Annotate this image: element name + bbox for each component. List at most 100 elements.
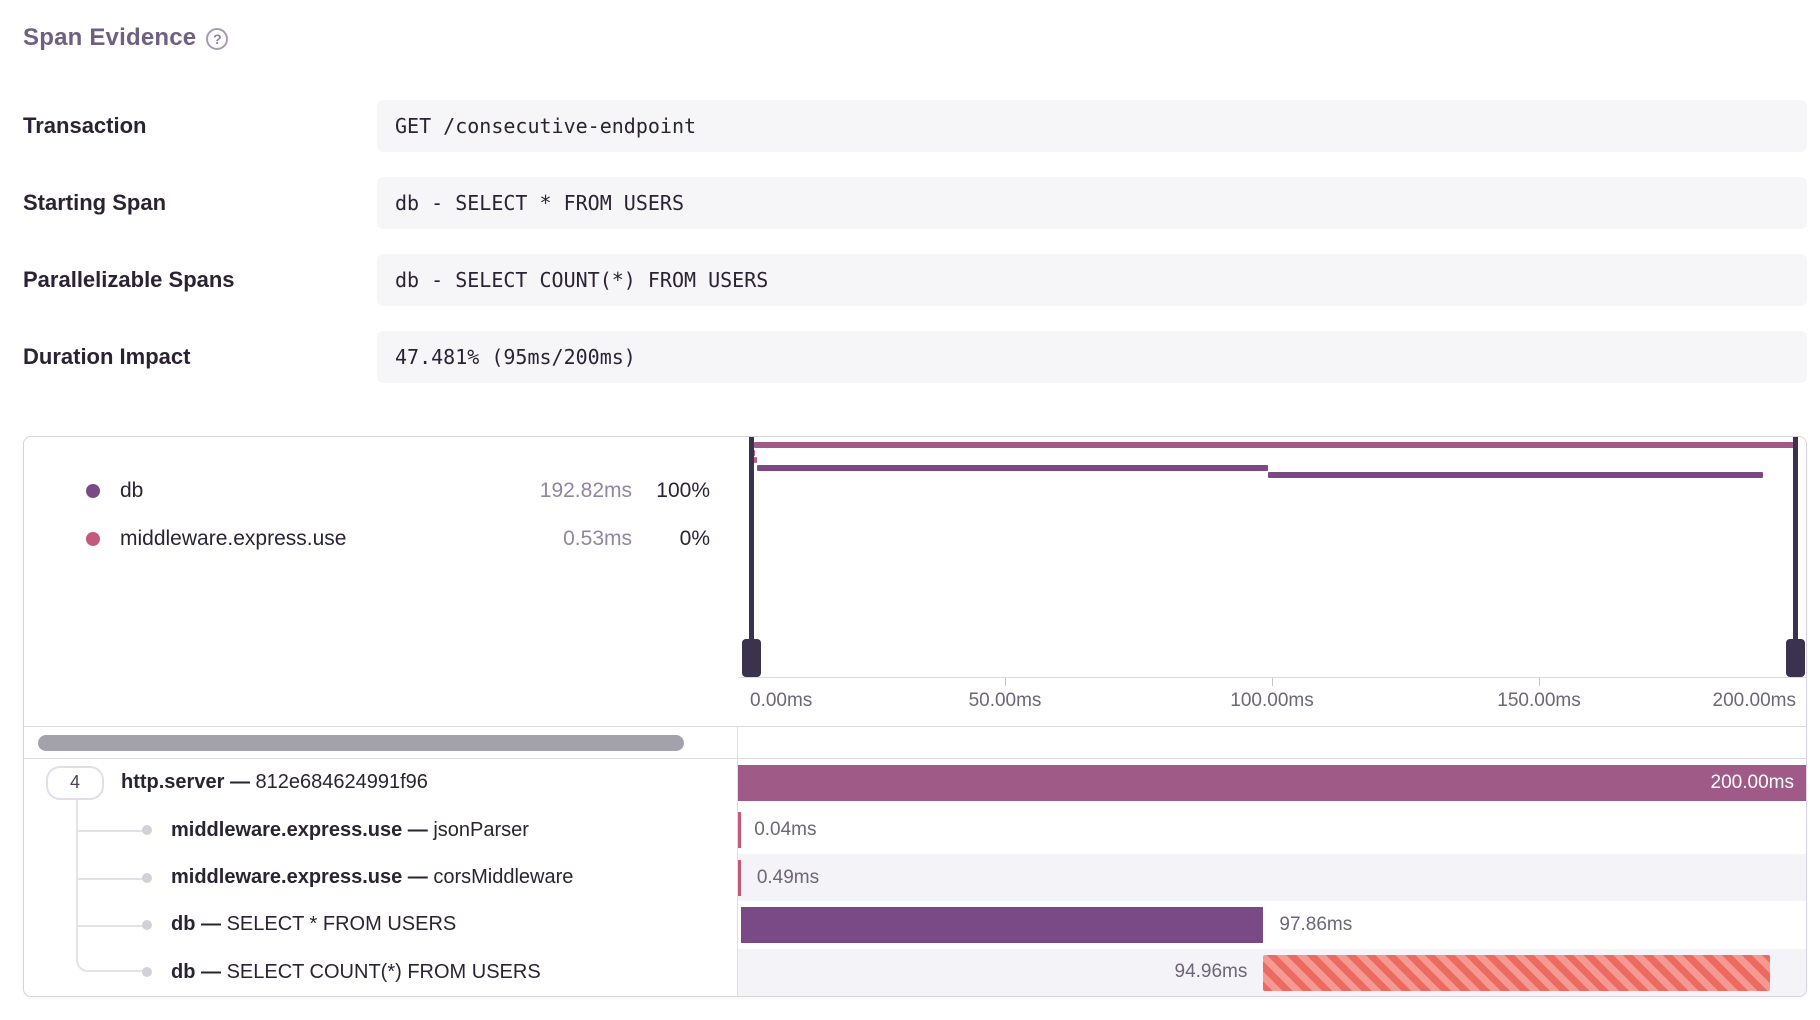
legend-color-dot xyxy=(86,532,100,546)
legend-item-middleware[interactable]: middleware.express.use 0.53ms 0% xyxy=(24,515,738,563)
span-duration-label: 97.86ms xyxy=(1279,913,1353,935)
tree-node-dot xyxy=(142,825,152,836)
field-row-duration-impact: Duration Impact 47.481% (95ms/200ms) xyxy=(23,331,1807,383)
span-row-http-server[interactable]: 4 http.server — 812e684624991f96 200.00m… xyxy=(24,759,1806,807)
legend-percentage: 0% xyxy=(679,527,710,550)
field-value-duration-impact: 47.481% (95ms/200ms) xyxy=(377,331,1807,383)
span-duration-label: 0.49ms xyxy=(756,866,820,888)
help-icon[interactable]: ? xyxy=(206,28,229,50)
minimap-line-http-server xyxy=(754,442,1798,448)
span-label: db — SELECT COUNT(*) FROM USERS xyxy=(24,961,541,984)
separator: — xyxy=(407,866,428,889)
separator: — xyxy=(201,960,221,983)
tree-connector xyxy=(76,948,148,973)
scrollbar-row-spacer xyxy=(738,727,1806,758)
viewport-left-edge xyxy=(749,437,754,677)
trace-minimap[interactable] xyxy=(738,437,1806,677)
section-title-row: Span Evidence ? xyxy=(23,22,1807,54)
axis-label-0ms: 0.00ms xyxy=(750,690,813,711)
span-description: 812e684624991f96 xyxy=(255,771,428,794)
span-op: db xyxy=(171,913,196,936)
field-label: Transaction xyxy=(23,113,147,138)
tree-connector xyxy=(76,806,78,854)
span-duration-cell: 200.00ms xyxy=(738,759,1806,806)
tree-node-dot xyxy=(142,872,152,883)
span-bar-corsmiddleware xyxy=(738,859,742,896)
span-duration-cell: 0.49ms xyxy=(738,853,1806,902)
span-row-select-users[interactable]: db — SELECT * FROM USERS 97.86ms xyxy=(24,901,1806,949)
span-tree-cell[interactable]: middleware.express.use — jsonParser xyxy=(24,806,738,854)
axis-tick-mark xyxy=(1539,678,1540,686)
field-label: Starting Span xyxy=(23,190,167,215)
legend-percentage: 100% xyxy=(656,479,710,502)
field-value-parallelizable-spans: db - SELECT COUNT(*) FROM USERS xyxy=(377,254,1807,306)
legend-item-db[interactable]: db 192.82ms 100% xyxy=(24,467,738,515)
field-label: Duration Impact xyxy=(23,344,191,369)
waterfall-header: db 192.82ms 100% middleware.express.use … xyxy=(24,437,1806,677)
legend-op-name: db xyxy=(120,479,144,502)
span-count-pill[interactable]: 4 xyxy=(46,765,104,800)
span-row-jsonparser[interactable]: middleware.express.use — jsonParser 0.04… xyxy=(24,806,1806,854)
span-duration-cell: 94.96ms xyxy=(738,948,1806,996)
axis-tick-mark xyxy=(1272,678,1273,686)
tree-connector xyxy=(78,924,148,927)
span-label: http.server — 812e684624991f96 xyxy=(24,771,428,794)
tree-node-dot xyxy=(142,919,152,930)
viewport-right-handle[interactable] xyxy=(1786,639,1805,677)
span-bar-jsonparser xyxy=(738,812,741,849)
span-op: db xyxy=(171,960,196,983)
separator: — xyxy=(229,771,250,794)
legend: db 192.82ms 100% middleware.express.use … xyxy=(24,437,738,677)
evidence-fields: Transaction GET /consecutive-endpoint St… xyxy=(23,100,1807,383)
minimap-line-select-count xyxy=(1267,472,1764,478)
tree-connector xyxy=(76,901,78,949)
field-value-starting-span: db - SELECT * FROM USERS xyxy=(377,177,1807,229)
viewport-right-edge xyxy=(1793,437,1798,677)
scrollbar-row xyxy=(24,726,1806,759)
span-tree-cell[interactable]: db — SELECT * FROM USERS xyxy=(24,901,738,949)
span-waterfall-card: db 192.82ms 100% middleware.express.use … xyxy=(23,436,1807,997)
field-row-parallelizable-spans: Parallelizable Spans db - SELECT COUNT(*… xyxy=(23,254,1807,306)
tree-connector xyxy=(78,877,148,880)
span-op: middleware.express.use xyxy=(171,866,403,889)
axis-label-50ms: 50.00ms xyxy=(968,690,1042,711)
span-label: middleware.express.use — corsMiddleware xyxy=(24,866,573,889)
tree-scrollbar-track[interactable] xyxy=(24,727,738,758)
time-axis-spacer xyxy=(24,677,738,726)
field-row-starting-span: Starting Span db - SELECT * FROM USERS xyxy=(23,177,1807,229)
span-row-select-count[interactable]: db — SELECT COUNT(*) FROM USERS 94.96ms xyxy=(24,948,1806,996)
span-description: SELECT * FROM USERS xyxy=(226,913,457,936)
span-duration-cell: 97.86ms xyxy=(738,901,1806,948)
span-tree-cell[interactable]: db — SELECT COUNT(*) FROM USERS xyxy=(24,948,738,996)
legend-color-dot xyxy=(86,484,100,498)
span-bar-select-users xyxy=(740,907,1264,944)
time-axis: 0.00ms 50.00ms 100.00ms 150.00ms 200.00m… xyxy=(738,677,1806,726)
field-label: Parallelizable Spans xyxy=(23,267,235,292)
tree-node-dot xyxy=(142,967,152,978)
legend-duration: 0.53ms xyxy=(563,527,632,550)
axis-label-100ms: 100.00ms xyxy=(1230,690,1314,711)
page-title: Span Evidence xyxy=(23,24,197,51)
span-label: db — SELECT * FROM USERS xyxy=(24,913,456,936)
time-axis-row: 0.00ms 50.00ms 100.00ms 150.00ms 200.00m… xyxy=(24,677,1806,726)
span-description: corsMiddleware xyxy=(433,866,574,889)
span-tree-cell[interactable]: middleware.express.use — corsMiddleware xyxy=(24,853,738,902)
span-duration-label: 94.96ms xyxy=(1174,961,1248,983)
span-tree: 4 http.server — 812e684624991f96 200.00m… xyxy=(24,759,1806,996)
axis-label-200ms: 200.00ms xyxy=(1712,690,1796,711)
span-tree-cell[interactable]: 4 http.server — 812e684624991f96 xyxy=(24,759,738,807)
span-bar-http-server: 200.00ms xyxy=(738,765,1806,801)
axis-label-150ms: 150.00ms xyxy=(1497,690,1581,711)
span-description: jsonParser xyxy=(433,818,529,841)
minimap-span-lines xyxy=(754,437,1798,677)
tree-scrollbar-thumb[interactable] xyxy=(38,735,684,751)
viewport-left-handle[interactable] xyxy=(742,639,761,677)
span-op: middleware.express.use xyxy=(171,818,403,841)
span-duration-label: 200.00ms xyxy=(1710,772,1794,793)
span-bar-select-count xyxy=(1263,954,1771,991)
legend-op-name: middleware.express.use xyxy=(120,527,347,550)
field-row-transaction: Transaction GET /consecutive-endpoint xyxy=(23,100,1807,152)
span-duration-label: 0.04ms xyxy=(754,819,817,841)
span-row-corsmiddleware[interactable]: middleware.express.use — corsMiddleware … xyxy=(24,853,1806,902)
